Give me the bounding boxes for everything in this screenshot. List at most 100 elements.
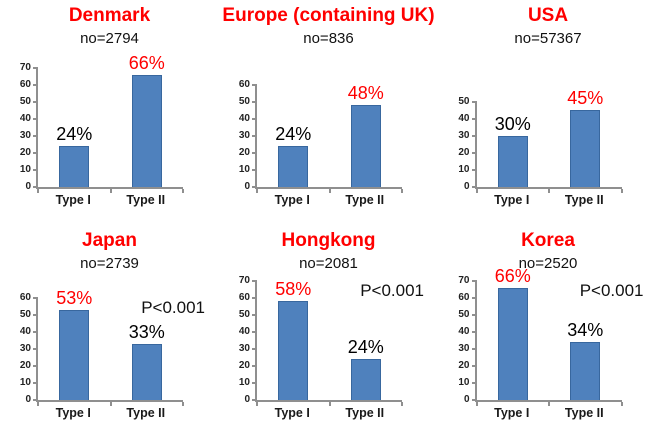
plot-area: 0 10 20 30 40 50 60 24% 48% [239, 79, 403, 193]
y-tick-label: 10 [19, 164, 31, 175]
bar-type-i [497, 288, 528, 400]
y-tick-label: 30 [19, 130, 31, 141]
x-tick-mark [548, 402, 550, 406]
x-tick-mark [401, 189, 403, 193]
y-tick-mark [252, 101, 257, 103]
y-tick-label: 10 [458, 164, 470, 175]
x-axis-labels: Type I Type II [476, 406, 621, 420]
chart-panel: Korea no=2520 P<0.001 0 10 20 30 40 50 60 70 66%… [438, 213, 658, 426]
value-label: 34% [567, 320, 604, 340]
y-tick-label: 40 [238, 326, 250, 337]
value-label: 66% [494, 266, 531, 286]
y-tick-label: 70 [238, 275, 250, 286]
y-tick-label: 40 [19, 113, 31, 124]
category-label: Type II [345, 193, 385, 207]
y-tick-label: 60 [238, 79, 250, 90]
y-tick-mark [252, 331, 257, 333]
chart-panel: Denmark no=2794 0 10 20 30 40 50 60 70 24% 66% Ty… [0, 0, 219, 213]
category-label: Type I [494, 193, 530, 207]
value-label: 24% [56, 124, 93, 144]
y-tick-mark [33, 135, 38, 137]
bar-type-ii [131, 75, 162, 187]
y-tick-mark [252, 169, 257, 171]
value-label: 24% [347, 337, 384, 357]
x-axis-labels: Type I Type II [37, 193, 182, 207]
bar-type-i [278, 301, 309, 400]
y-tick-label: 20 [458, 360, 470, 371]
y-tick-label: 20 [238, 147, 250, 158]
y-tick-mark [471, 382, 477, 384]
bar-type-ii [131, 344, 162, 400]
y-tick-label: 60 [458, 292, 470, 303]
category-label: Type II [564, 406, 604, 420]
y-tick-mark [471, 135, 477, 137]
y-tick-label: 20 [19, 360, 31, 371]
category-label: Type II [126, 406, 166, 420]
chart-panel: Hongkong no=2081 P<0.001 0 10 20 30 40 50 60 70… [219, 213, 438, 426]
bar-type-i [59, 310, 90, 400]
x-tick-mark [37, 189, 39, 193]
y-tick-mark [471, 399, 477, 401]
y-tick-mark [33, 297, 38, 299]
y-tick-label: 50 [238, 309, 250, 320]
y-tick-mark [471, 118, 477, 120]
bar-chart: P<0.001 0 10 20 30 40 50 60 70 58% 24% Type I Type… [239, 275, 424, 420]
y-tick-mark [252, 135, 257, 137]
y-tick-label: 10 [238, 377, 250, 388]
category-label: Type I [55, 406, 91, 420]
p-value-annotation: P<0.001 [360, 281, 424, 300]
chart-sample-size: no=57367 [514, 30, 582, 47]
bar-type-ii [570, 342, 601, 400]
chart-sample-size: no=836 [303, 30, 354, 47]
y-tick-label: 30 [458, 343, 470, 354]
y-tick-mark [471, 152, 477, 154]
y-tick-mark [252, 152, 257, 154]
y-tick-mark [33, 118, 38, 120]
bar-type-ii [570, 110, 601, 187]
y-tick-label: 50 [238, 96, 250, 107]
category-label: Type I [274, 406, 310, 420]
y-tick-mark [471, 186, 477, 188]
category-label: Type I [274, 193, 310, 207]
x-axis-labels: Type I Type II [256, 193, 401, 207]
y-tick-label: 40 [238, 113, 250, 124]
x-tick-mark [37, 402, 39, 406]
y-tick-label: 0 [25, 394, 31, 405]
y-tick-label: 70 [458, 275, 470, 286]
y-tick-label: 60 [19, 79, 31, 90]
y-tick-label: 70 [19, 62, 31, 73]
x-tick-mark [328, 402, 331, 406]
x-tick-mark [256, 402, 258, 406]
y-tick-label: 50 [19, 96, 31, 107]
x-axis-labels: Type I Type II [476, 193, 621, 207]
y-tick-mark [33, 169, 38, 171]
category-label: Type II [564, 193, 604, 207]
y-tick-mark [252, 118, 257, 120]
value-label: 48% [347, 83, 384, 103]
y-tick-mark [33, 152, 38, 154]
plot-area: 0 10 20 30 40 50 60 70 24% 66% [20, 53, 184, 193]
y-tick-mark [33, 399, 38, 401]
category-label: Type II [126, 193, 166, 207]
y-tick-mark [252, 382, 257, 384]
y-tick-mark [252, 280, 257, 282]
y-tick-label: 60 [238, 292, 250, 303]
y-tick-mark [471, 314, 477, 316]
bar-chart: P<0.001 0 10 20 30 40 50 60 70 66% 34% Type I Type… [458, 266, 643, 420]
y-tick-label: 0 [244, 394, 250, 405]
x-tick-mark [401, 402, 403, 406]
value-label: 45% [567, 88, 604, 108]
value-label: 24% [275, 124, 312, 144]
chart-sample-size: no=2520 [518, 255, 578, 272]
value-label: 66% [128, 53, 165, 73]
x-tick-mark [475, 189, 478, 193]
value-label: 30% [494, 114, 531, 134]
y-tick-label: 60 [19, 292, 31, 303]
y-tick-label: 40 [458, 326, 470, 337]
x-tick-mark [109, 189, 112, 193]
value-label: 53% [56, 288, 93, 308]
y-tick-mark [471, 365, 477, 367]
x-tick-mark [620, 402, 623, 406]
y-tick-label: 0 [25, 181, 31, 192]
y-tick-label: 0 [463, 181, 470, 192]
